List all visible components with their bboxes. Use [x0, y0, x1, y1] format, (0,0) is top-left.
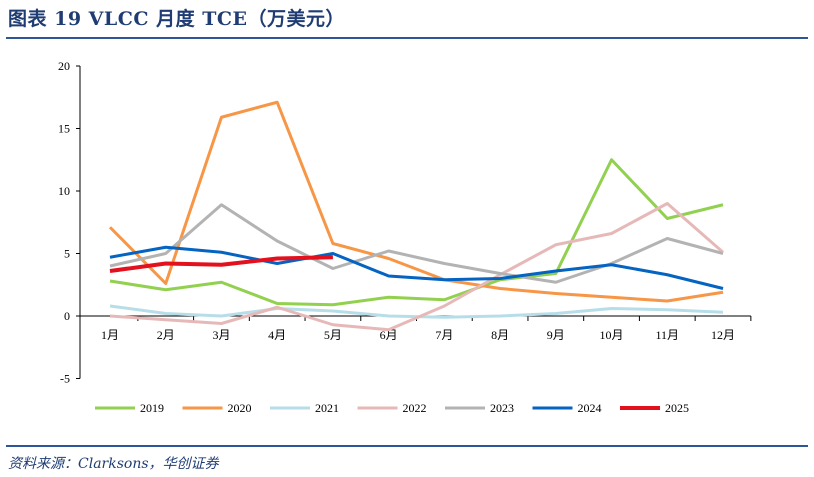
legend-label-2022: 2022 [403, 401, 427, 415]
series-line-2019 [109, 158, 724, 307]
figure-title: 图表 19 VLCC 月度 TCE（万美元） [8, 8, 345, 30]
footer-divider [6, 445, 808, 447]
y-tick-label: 20 [58, 59, 70, 73]
y-tick-label: -5 [60, 372, 70, 386]
x-tick-label: 8月 [491, 328, 509, 342]
legend-label-2024: 2024 [578, 401, 602, 415]
x-tick-label: 12月 [711, 328, 735, 342]
x-tick-label: 11月 [655, 328, 679, 342]
x-tick-label: 5月 [324, 328, 342, 342]
series-line-2022 [109, 202, 724, 332]
series-line-2024 [109, 245, 724, 290]
x-tick-label: 9月 [547, 328, 565, 342]
y-tick-label: 10 [58, 184, 70, 198]
legend-label-2023: 2023 [490, 401, 514, 415]
legend-label-2021: 2021 [315, 401, 339, 415]
legend-label-2025: 2025 [665, 401, 689, 415]
x-tick-label: 6月 [380, 328, 398, 342]
legend-label-2019: 2019 [140, 401, 164, 415]
legend-label-2020: 2020 [228, 401, 252, 415]
series-line-2025 [109, 255, 333, 273]
y-tick-label: 0 [64, 309, 70, 323]
x-tick-label: 4月 [268, 328, 286, 342]
y-tick-label: 15 [58, 122, 70, 136]
y-tick-label: 5 [64, 247, 70, 261]
x-tick-label: 3月 [212, 328, 230, 342]
source-note: 资料来源：Clarksons，华创证券 [8, 456, 219, 472]
x-tick-label: 7月 [435, 328, 453, 342]
x-tick-label: 1月 [101, 328, 119, 342]
series-line-2023 [109, 203, 724, 284]
series-line-2020 [108, 100, 724, 303]
x-tick-label: 10月 [600, 328, 624, 342]
title-divider [6, 37, 808, 39]
x-tick-label: 2月 [157, 328, 175, 342]
